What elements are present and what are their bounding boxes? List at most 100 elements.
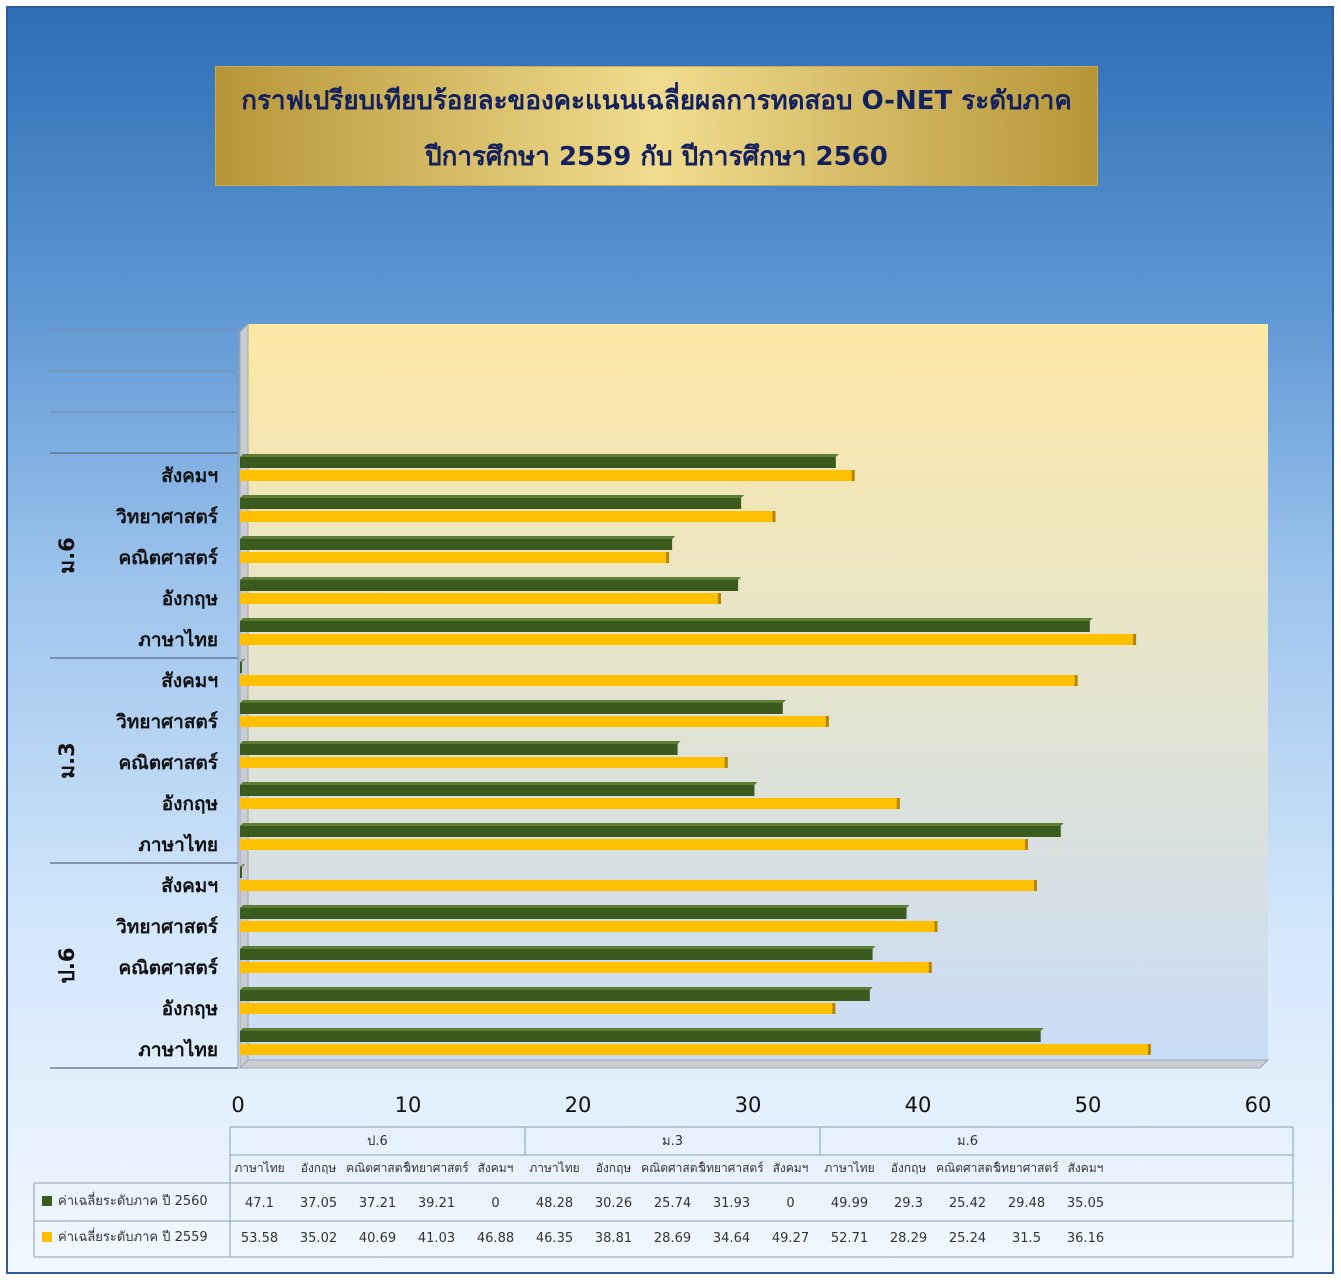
- category-label: วิทยาศาสตร์: [116, 711, 219, 733]
- bar-2559-end: [1024, 839, 1028, 850]
- table-value-2559: 46.35: [536, 1231, 573, 1246]
- bar-2560: [240, 867, 242, 878]
- category-label: สังคมฯ: [161, 465, 218, 487]
- bar-2559: [240, 552, 670, 563]
- bar-2560: [240, 703, 783, 714]
- category-label: ภาษาไทย: [138, 628, 218, 651]
- group-label: ม.3: [55, 742, 79, 778]
- chart-title-line-1: กราฟเปรียบเทียบร้อยละของคะแนนเฉลี่ยผลการ…: [241, 86, 1072, 116]
- table-subject-header: ภาษาไทย: [824, 1161, 874, 1175]
- table-value-2560: 39.21: [418, 1196, 455, 1211]
- table-value-2559: 49.27: [772, 1231, 809, 1246]
- table-subject-header: วิทยาศาสตร์: [404, 1161, 469, 1175]
- table-value-2559: 25.24: [949, 1231, 986, 1246]
- bar-2559: [240, 593, 721, 604]
- table-subject-header: วิทยาศาสตร์: [699, 1161, 764, 1175]
- bar-2559: [240, 962, 932, 973]
- table-group-header: ม.3: [662, 1134, 683, 1149]
- category-label: คณิตศาสตร์: [118, 547, 218, 569]
- bar-2559: [240, 921, 938, 932]
- bar-2560: [240, 662, 242, 673]
- bar-2559: [240, 880, 1037, 891]
- bar-2560: [240, 908, 907, 919]
- table-group-header: ป.6: [367, 1134, 388, 1149]
- table-value-2560: 37.21: [359, 1196, 396, 1211]
- bar-2560: [240, 1031, 1041, 1042]
- bar-2560-top: [240, 659, 245, 662]
- bar-2559: [240, 1003, 836, 1014]
- group-label: ป.6: [55, 948, 79, 984]
- bar-2560: [240, 785, 755, 796]
- table-subject-header: ภาษาไทย: [529, 1161, 579, 1175]
- legend-swatch-2559: [42, 1232, 52, 1242]
- table-subject-header: สังคมฯ: [1068, 1161, 1104, 1175]
- bar-2560: [240, 498, 742, 509]
- bar-2560-top: [240, 618, 1093, 621]
- category-label: สังคมฯ: [161, 875, 218, 897]
- table-value-2559: 53.58: [241, 1231, 278, 1246]
- x-tick-label: 30: [735, 1093, 762, 1117]
- bar-2560-top: [240, 905, 910, 908]
- category-label: คณิตศาสตร์: [118, 957, 218, 979]
- x-tick-label: 60: [1245, 1093, 1272, 1117]
- category-label: อังกฤษ: [162, 998, 219, 1020]
- bar-2559-end: [896, 798, 900, 809]
- bar-2560: [240, 990, 870, 1001]
- x-tick-label: 40: [905, 1093, 932, 1117]
- bar-2559-end: [724, 757, 728, 768]
- bar-2560-top: [240, 495, 745, 498]
- table-value-2560: 49.99: [831, 1196, 868, 1211]
- table-group-header: ม.6: [957, 1134, 978, 1149]
- bar-2559: [240, 470, 855, 481]
- bar-2560: [240, 744, 678, 755]
- category-label: อังกฤษ: [162, 793, 219, 815]
- table-value-2559: 28.29: [890, 1231, 927, 1246]
- bar-2559-end: [666, 552, 670, 563]
- x-tick-label: 20: [565, 1093, 592, 1117]
- bar-2560: [240, 580, 739, 591]
- table-subject-header: อังกฤษ: [891, 1161, 927, 1175]
- category-label: วิทยาศาสตร์: [116, 506, 219, 528]
- bar-2560-top: [240, 454, 839, 457]
- chart-title-box: กราฟเปรียบเทียบร้อยละของคะแนนเฉลี่ยผลการ…: [215, 66, 1098, 186]
- table-value-2560: 29.3: [894, 1196, 923, 1211]
- table-value-2559: 34.64: [713, 1231, 750, 1246]
- table-subject-header: คณิตศาสตร์: [346, 1161, 409, 1175]
- plot-back-wall: [248, 324, 1268, 1060]
- table-value-2559: 46.88: [477, 1231, 514, 1246]
- bar-2560-top: [240, 946, 876, 949]
- table-value-2559: 28.69: [654, 1231, 691, 1246]
- x-tick-label: 10: [395, 1093, 422, 1117]
- table-value-2560: 31.93: [713, 1196, 750, 1211]
- bar-2560: [240, 826, 1061, 837]
- bar-2560-top: [240, 577, 742, 580]
- bar-2560-top: [240, 741, 681, 744]
- table-subject-header: อังกฤษ: [301, 1161, 337, 1175]
- bar-2559: [240, 757, 728, 768]
- bar-2559-end: [928, 962, 932, 973]
- table-value-2559: 35.02: [300, 1231, 337, 1246]
- bar-2559: [240, 634, 1137, 645]
- table-value-2560: 47.1: [245, 1196, 274, 1211]
- table-value-2559: 41.03: [418, 1231, 455, 1246]
- table-subject-header: สังคมฯ: [478, 1161, 514, 1175]
- table-subject-header: วิทยาศาสตร์: [994, 1161, 1059, 1175]
- chart-title-line-2: ปีการศึกษา 2559 กับ ปีการศึกษา 2560: [425, 142, 888, 172]
- category-label: สังคมฯ: [161, 670, 218, 692]
- legend-label-2560: ค่าเฉลี่ยระดับภาค ปี 2560: [58, 1192, 208, 1209]
- bar-2559-end: [825, 716, 829, 727]
- table-value-2560: 48.28: [536, 1196, 573, 1211]
- bar-2559-end: [717, 593, 721, 604]
- group-label: ม.6: [55, 537, 79, 573]
- table-value-2560: 0: [786, 1196, 794, 1211]
- bar-2559-end: [851, 470, 855, 481]
- table-value-2560: 35.05: [1067, 1196, 1104, 1211]
- bar-2560-top: [240, 987, 873, 990]
- bar-2559-end: [934, 921, 938, 932]
- bar-2560: [240, 621, 1090, 632]
- table-value-2560: 25.74: [654, 1196, 691, 1211]
- category-label: ภาษาไทย: [138, 833, 218, 856]
- category-label: คณิตศาสตร์: [118, 752, 218, 774]
- x-tick-label: 50: [1075, 1093, 1102, 1117]
